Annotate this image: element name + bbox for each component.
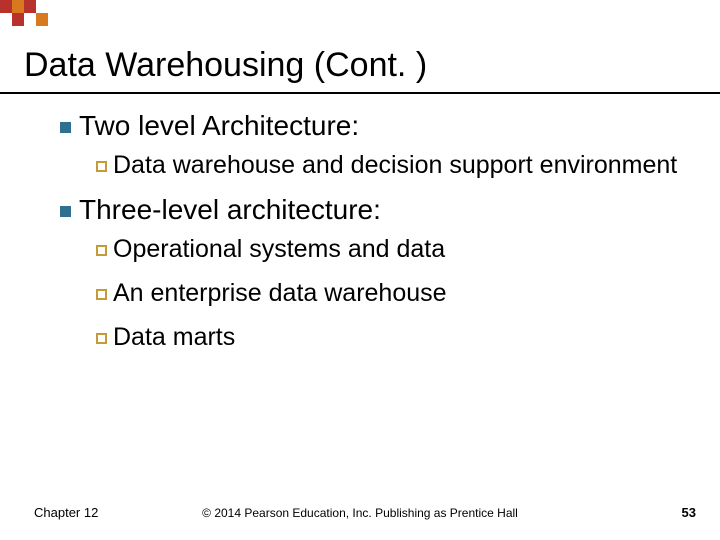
hollow-square-bullet-icon <box>96 245 107 256</box>
logo <box>0 0 50 36</box>
logo-block <box>24 0 36 13</box>
level2-label: Data marts <box>113 323 235 351</box>
title-underline <box>0 92 720 94</box>
bullet-level2: Data marts <box>96 322 680 352</box>
level2-label: Data warehouse and decision support envi… <box>113 151 677 179</box>
footer-copyright: © 2014 Pearson Education, Inc. Publishin… <box>0 506 720 520</box>
bullet-level2: An enterprise data warehouse <box>96 278 680 308</box>
level2-label: An enterprise data warehouse <box>113 279 447 307</box>
bullet-level1: Three-level architecture: <box>60 194 680 226</box>
hollow-square-bullet-icon <box>96 333 107 344</box>
level2-label: Operational systems and data <box>113 235 445 263</box>
logo-block <box>12 0 24 13</box>
bullet-level1: Two level Architecture: <box>60 110 680 142</box>
logo-block <box>12 13 24 26</box>
logo-block <box>36 13 48 26</box>
bullet-level2: Data warehouse and decision support envi… <box>96 150 680 180</box>
bullet-level2: Operational systems and data <box>96 234 680 264</box>
square-bullet-icon <box>60 122 71 133</box>
footer-page-number: 53 <box>682 505 696 520</box>
level1-label: Three-level architecture: <box>79 194 381 225</box>
slide-content: Two level Architecture: Data warehouse an… <box>60 110 680 366</box>
square-bullet-icon <box>60 206 71 217</box>
slide-title: Data Warehousing (Cont. ) <box>24 46 427 85</box>
hollow-square-bullet-icon <box>96 289 107 300</box>
logo-block <box>0 0 12 13</box>
hollow-square-bullet-icon <box>96 161 107 172</box>
level1-label: Two level Architecture: <box>79 110 359 141</box>
